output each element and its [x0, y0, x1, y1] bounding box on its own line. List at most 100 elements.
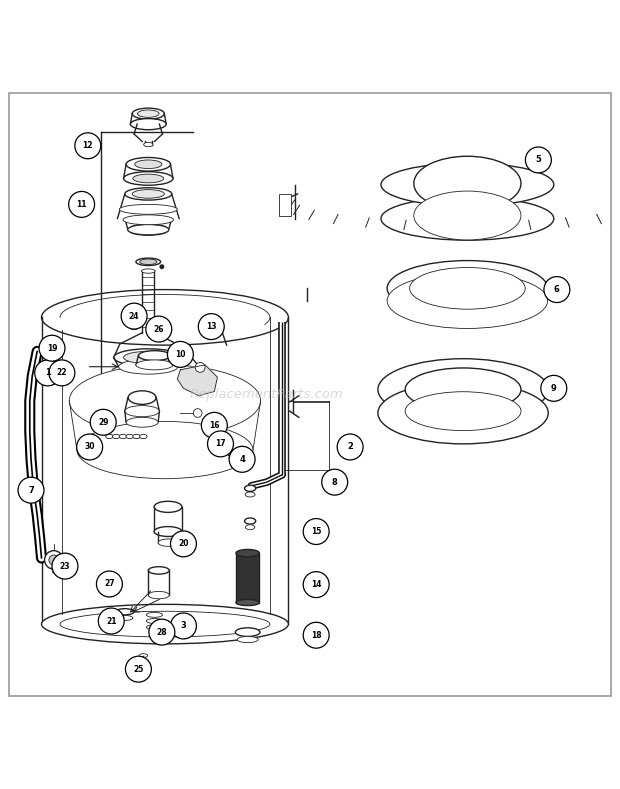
- Ellipse shape: [136, 258, 161, 266]
- Text: 9: 9: [551, 383, 557, 393]
- Circle shape: [159, 264, 164, 269]
- Text: 21: 21: [106, 616, 117, 626]
- Circle shape: [146, 316, 172, 342]
- Text: 26: 26: [154, 324, 164, 334]
- Ellipse shape: [387, 260, 547, 316]
- Circle shape: [544, 277, 570, 302]
- Ellipse shape: [69, 365, 260, 436]
- Ellipse shape: [148, 592, 169, 599]
- Ellipse shape: [119, 434, 126, 439]
- Circle shape: [193, 409, 202, 417]
- Text: 6: 6: [554, 285, 560, 294]
- Ellipse shape: [127, 314, 141, 320]
- Circle shape: [39, 335, 65, 361]
- Ellipse shape: [77, 421, 253, 479]
- Ellipse shape: [123, 351, 173, 364]
- Circle shape: [303, 623, 329, 649]
- Ellipse shape: [60, 611, 270, 637]
- Ellipse shape: [133, 434, 140, 439]
- Circle shape: [322, 469, 348, 495]
- Ellipse shape: [158, 539, 178, 546]
- Ellipse shape: [244, 485, 255, 492]
- Text: 8: 8: [332, 477, 337, 487]
- Circle shape: [35, 360, 61, 386]
- Ellipse shape: [117, 615, 133, 620]
- Ellipse shape: [132, 189, 164, 198]
- Ellipse shape: [237, 637, 258, 642]
- Circle shape: [69, 192, 95, 217]
- Text: ReplacementParts.com: ReplacementParts.com: [190, 388, 343, 401]
- Ellipse shape: [154, 501, 182, 512]
- Circle shape: [18, 477, 44, 503]
- Ellipse shape: [125, 188, 172, 200]
- Ellipse shape: [118, 359, 178, 374]
- Ellipse shape: [123, 172, 173, 185]
- Text: 25: 25: [133, 664, 144, 674]
- Text: 10: 10: [175, 350, 185, 359]
- Text: 7: 7: [28, 486, 34, 495]
- Ellipse shape: [115, 608, 134, 615]
- Ellipse shape: [410, 267, 525, 309]
- Circle shape: [229, 447, 255, 473]
- Ellipse shape: [125, 406, 159, 417]
- Ellipse shape: [140, 259, 157, 264]
- Ellipse shape: [414, 191, 521, 240]
- Ellipse shape: [146, 619, 162, 623]
- Ellipse shape: [138, 110, 159, 118]
- Ellipse shape: [381, 197, 554, 240]
- Text: 13: 13: [206, 322, 216, 331]
- Ellipse shape: [139, 654, 148, 657]
- Ellipse shape: [405, 368, 521, 411]
- Text: 2: 2: [347, 443, 353, 451]
- Circle shape: [198, 314, 224, 339]
- Circle shape: [337, 434, 363, 460]
- Ellipse shape: [128, 225, 169, 234]
- Text: 11: 11: [76, 200, 87, 209]
- Circle shape: [77, 434, 103, 460]
- Text: 3: 3: [180, 622, 187, 630]
- Ellipse shape: [148, 567, 169, 574]
- Circle shape: [170, 531, 197, 557]
- Ellipse shape: [378, 382, 548, 444]
- Text: 1: 1: [45, 368, 51, 377]
- Text: 29: 29: [98, 417, 108, 427]
- Text: 22: 22: [56, 368, 67, 377]
- Ellipse shape: [246, 525, 255, 529]
- Circle shape: [121, 303, 147, 329]
- Ellipse shape: [154, 526, 182, 537]
- Circle shape: [208, 431, 234, 457]
- Text: 15: 15: [311, 527, 321, 536]
- Circle shape: [125, 656, 151, 682]
- Text: 28: 28: [157, 627, 167, 637]
- Ellipse shape: [245, 492, 255, 497]
- Ellipse shape: [113, 349, 183, 366]
- Ellipse shape: [130, 118, 166, 129]
- Circle shape: [151, 321, 162, 332]
- Ellipse shape: [128, 224, 169, 235]
- Ellipse shape: [105, 434, 113, 439]
- Ellipse shape: [126, 158, 171, 171]
- Ellipse shape: [414, 156, 521, 211]
- Polygon shape: [177, 365, 218, 396]
- Ellipse shape: [381, 163, 554, 206]
- Circle shape: [97, 571, 122, 597]
- Ellipse shape: [126, 417, 158, 427]
- Ellipse shape: [42, 290, 288, 345]
- Ellipse shape: [236, 549, 259, 557]
- Ellipse shape: [133, 174, 164, 183]
- Text: 19: 19: [46, 344, 57, 353]
- Text: 5: 5: [536, 155, 541, 164]
- Text: 20: 20: [178, 540, 188, 548]
- Ellipse shape: [128, 391, 156, 405]
- Ellipse shape: [53, 569, 65, 574]
- Ellipse shape: [144, 142, 153, 147]
- Circle shape: [149, 619, 175, 645]
- Circle shape: [52, 553, 78, 579]
- Bar: [279, 194, 291, 215]
- Text: 27: 27: [104, 579, 115, 589]
- Ellipse shape: [138, 350, 170, 361]
- Ellipse shape: [42, 604, 288, 644]
- Text: 12: 12: [82, 141, 93, 150]
- Text: 30: 30: [84, 443, 95, 451]
- Bar: [236, 553, 259, 603]
